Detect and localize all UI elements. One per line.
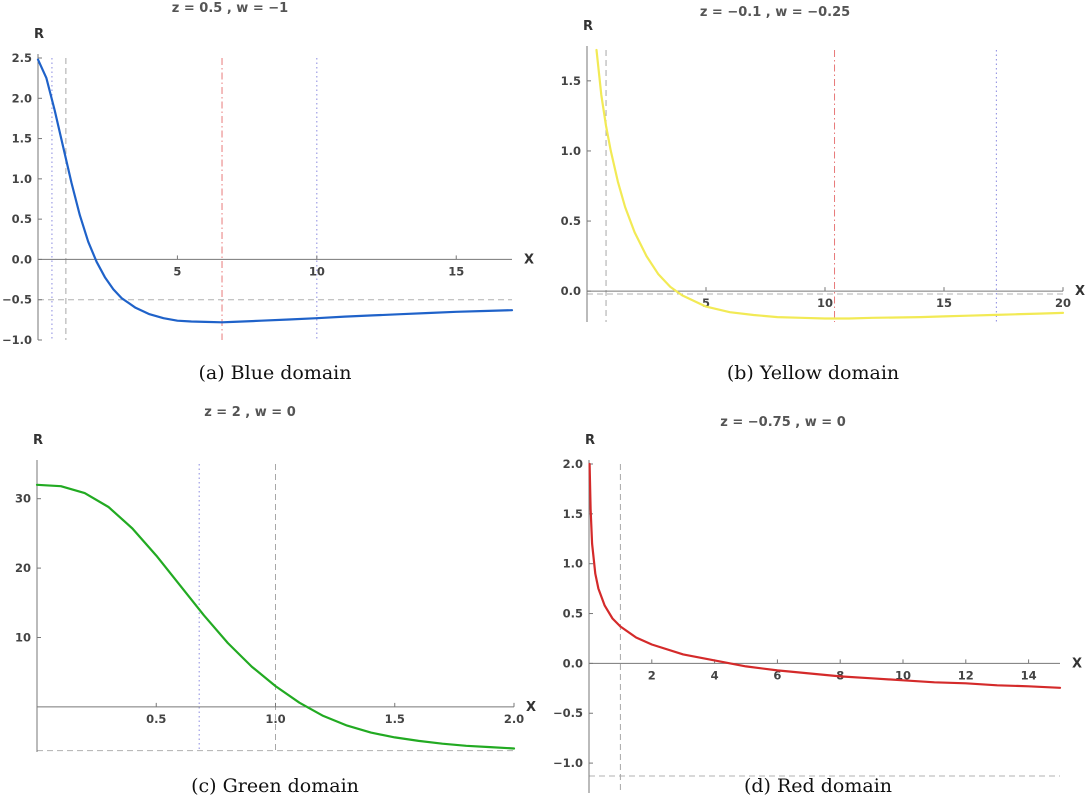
y-tick-label: 0.5	[563, 607, 583, 621]
y-tick-label: −1.0	[553, 756, 583, 770]
x-tick-label: 15	[936, 296, 952, 310]
chart-title: z = 2 , w = 0	[204, 405, 296, 420]
y-tick-label: 1.0	[563, 557, 583, 571]
x-tick-label: 2.0	[504, 712, 524, 726]
caption-a: (a) Blue domain	[198, 362, 352, 384]
x-tick-label: 1.0	[265, 712, 285, 726]
x-tick-label: 15	[448, 264, 464, 278]
chart-title: z = −0.75 , w = 0	[720, 415, 845, 430]
y-axis-label: R	[34, 27, 44, 42]
x-tick-label: 14	[1021, 668, 1037, 682]
x-tick-label: 10	[895, 668, 911, 682]
chart-title: z = 0.5 , w = −1	[172, 1, 288, 16]
series-line	[595, 48, 1065, 320]
y-tick-label: 2.0	[563, 457, 583, 471]
y-tick-label: 0.5	[561, 214, 581, 228]
y-tick-label: 1.0	[12, 172, 32, 186]
x-tick-label: 10	[817, 296, 833, 310]
chart-title: z = −0.1 , w = −0.25	[700, 5, 850, 20]
x-tick-label: 2	[648, 668, 656, 682]
x-tick-label: 1.5	[385, 712, 405, 726]
y-tick-label: 20	[15, 561, 31, 575]
y-tick-label: −0.5	[553, 706, 583, 720]
chart-c: z = 2 , w = 0 X R 0.5 1.0 1.5 2.0 10 20 30	[15, 405, 536, 752]
y-tick-label: 1.5	[561, 74, 581, 88]
y-tick-label: 1.5	[12, 132, 32, 146]
series-line	[36, 58, 514, 324]
x-axis-label: X	[1075, 284, 1085, 299]
x-tick-label: 12	[958, 668, 974, 682]
series-line	[35, 483, 516, 750]
caption-d: (d) Red domain	[743, 775, 893, 797]
x-axis-label: X	[524, 252, 534, 267]
caption-c: (c) Green domain	[191, 775, 359, 797]
caption-b: (b) Yellow domain	[726, 362, 900, 384]
y-tick-label: 0.0	[563, 656, 583, 670]
y-tick-label: 2.0	[12, 91, 32, 105]
y-tick-label: 2.5	[12, 51, 32, 65]
y-tick-label: −0.5	[2, 293, 32, 307]
y-axis-label: R	[585, 433, 595, 448]
y-tick-label: 0.0	[12, 252, 32, 266]
y-tick-label: 0.0	[561, 284, 581, 298]
y-tick-label: 0.5	[12, 212, 32, 226]
y-tick-label: 1.0	[561, 144, 581, 158]
chart-b: z = −0.1 , w = −0.25 X R 5 10 15 20 0.0 0.5 1.0 1.…	[561, 5, 1085, 322]
x-tick-label: 0.5	[146, 712, 166, 726]
x-axis-label: X	[526, 700, 536, 715]
y-tick-label: 30	[15, 492, 31, 506]
y-tick-label: 10	[15, 630, 31, 644]
chart-a: z = 0.5 , w = −1 X R 5 10 15 −1.0 −0.5 0.0 0.5 1.0…	[2, 1, 534, 347]
y-axis-label: R	[33, 433, 43, 448]
x-tick-label: 5	[702, 296, 710, 310]
x-tick-label: 5	[173, 264, 181, 278]
panel-b: z = −0.1 , w = −0.25 X R 5 10 15 20 0.0 0.5 1.0 1.…	[545, 0, 1089, 400]
y-tick-label: 1.5	[563, 507, 583, 521]
y-axis-label: R	[583, 19, 593, 34]
x-tick-label: 10	[309, 264, 325, 278]
x-axis-label: X	[1072, 656, 1082, 671]
y-tick-label: −1.0	[2, 333, 32, 347]
panel-c: z = 2 , w = 0 X R 0.5 1.0 1.5 2.0 10 20 30 (c) Gr…	[0, 400, 545, 811]
x-tick-label: 20	[1055, 296, 1071, 310]
panel-d: z = −0.75 , w = 0 X R 2 4 6 8 10 12 14 −1.0 −0.5 0.0…	[545, 400, 1089, 811]
panel-a: z = 0.5 , w = −1 X R 5 10 15 −1.0 −0.5 0.0 0.5 1.0…	[0, 0, 545, 400]
x-tick-label: 6	[773, 668, 781, 682]
x-tick-label: 4	[711, 668, 719, 682]
series-line	[588, 462, 1062, 689]
